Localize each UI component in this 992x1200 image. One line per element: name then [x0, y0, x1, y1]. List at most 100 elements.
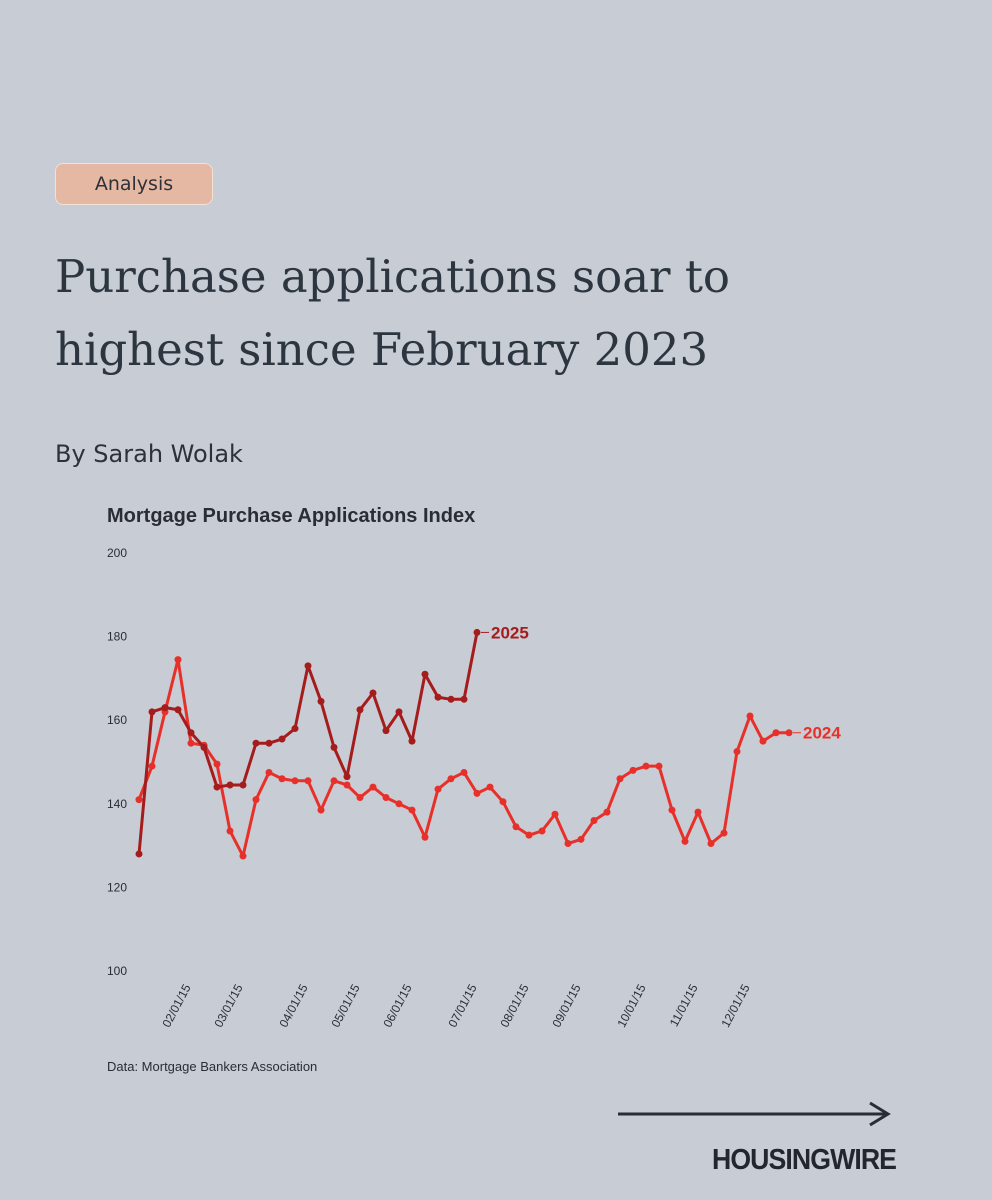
- data-point: [317, 806, 325, 814]
- data-point: [681, 837, 689, 845]
- data-point: [629, 766, 637, 774]
- data-point: [590, 817, 598, 825]
- brand-logo: HOUSINGWIRE: [712, 1144, 897, 1176]
- data-point: [512, 823, 520, 831]
- data-point: [434, 693, 442, 701]
- data-point: [304, 662, 312, 670]
- x-tick-label: 05/01/15: [328, 982, 362, 1030]
- data-point: [603, 808, 611, 816]
- data-point: [369, 783, 377, 791]
- data-point: [278, 775, 286, 783]
- y-tick-label: 200: [107, 546, 127, 560]
- data-point: [499, 798, 507, 806]
- data-point: [785, 729, 793, 737]
- headline: Purchase applications soar to highest si…: [55, 250, 731, 376]
- data-point: [187, 729, 195, 737]
- data-point: [343, 773, 351, 781]
- x-tick-label: 03/01/15: [211, 982, 245, 1030]
- data-point: [616, 775, 624, 783]
- data-point: [642, 762, 650, 770]
- data-point: [330, 743, 338, 751]
- data-point: [135, 850, 143, 858]
- data-point: [135, 796, 143, 804]
- data-point: [226, 827, 234, 835]
- y-tick-label: 180: [107, 630, 127, 644]
- data-point: [564, 840, 572, 848]
- data-point: [382, 794, 390, 802]
- data-point: [408, 806, 416, 814]
- data-point: [174, 706, 182, 714]
- data-point: [213, 783, 221, 791]
- x-tick-label: 04/01/15: [276, 982, 310, 1030]
- arrow-head: [869, 1101, 891, 1127]
- data-point: [694, 808, 702, 816]
- data-point: [174, 656, 182, 664]
- data-point: [460, 768, 468, 776]
- data-point: [395, 708, 403, 716]
- data-point: [421, 833, 429, 841]
- data-point: [421, 670, 429, 678]
- data-point: [551, 810, 559, 818]
- data-point: [733, 748, 741, 756]
- x-tick-label: 08/01/15: [497, 982, 531, 1030]
- data-point: [200, 743, 208, 751]
- data-point: [239, 781, 247, 789]
- data-point: [161, 704, 169, 712]
- data-point: [148, 708, 156, 716]
- x-tick-label: 07/01/15: [445, 982, 479, 1030]
- data-point: [356, 706, 364, 714]
- x-tick-label: 12/01/15: [718, 982, 752, 1030]
- data-point: [265, 739, 273, 747]
- data-point: [759, 737, 767, 745]
- data-point: [746, 712, 754, 720]
- y-tick-label: 140: [107, 797, 127, 811]
- byline: By Sarah Wolak: [55, 440, 243, 468]
- data-point: [291, 777, 299, 785]
- data-point: [148, 762, 156, 770]
- x-tick-label: 10/01/15: [614, 982, 648, 1030]
- data-point: [720, 829, 728, 837]
- data-point: [278, 735, 286, 743]
- data-point: [226, 781, 234, 789]
- data-point: [187, 739, 195, 747]
- data-point: [265, 768, 273, 776]
- data-point: [343, 781, 351, 789]
- data-point: [486, 783, 494, 791]
- data-point: [213, 760, 221, 768]
- x-tick-label: 09/01/15: [549, 982, 583, 1030]
- data-point: [460, 695, 468, 703]
- data-point: [252, 796, 260, 804]
- data-point: [473, 628, 481, 636]
- data-point: [395, 800, 403, 808]
- data-point: [447, 775, 455, 783]
- y-tick-label: 120: [107, 880, 127, 894]
- data-point: [291, 725, 299, 733]
- data-point: [252, 739, 260, 747]
- tag: Analysis: [55, 163, 213, 205]
- data-point: [369, 689, 377, 697]
- x-tick-label: 02/01/15: [159, 982, 193, 1030]
- data-point: [434, 785, 442, 793]
- data-point: [668, 806, 676, 814]
- data-point: [317, 697, 325, 705]
- data-point: [330, 777, 338, 785]
- series-label: 2025: [491, 623, 529, 642]
- data-point: [772, 729, 780, 737]
- series-line: [137, 658, 789, 858]
- data-point: [447, 695, 455, 703]
- x-tick-label: 06/01/15: [380, 982, 414, 1030]
- chart-source: Data: Mortgage Bankers Association: [107, 1059, 317, 1074]
- data-point: [473, 789, 481, 797]
- data-point: [538, 827, 546, 835]
- chart-title: Mortgage Purchase Applications Index: [107, 505, 475, 527]
- data-point: [655, 762, 663, 770]
- data-point: [356, 794, 364, 802]
- data-point: [707, 840, 715, 848]
- data-point: [525, 831, 533, 839]
- data-point: [304, 777, 312, 785]
- y-tick-label: 160: [107, 713, 127, 727]
- data-point: [577, 835, 585, 843]
- data-point: [239, 852, 247, 860]
